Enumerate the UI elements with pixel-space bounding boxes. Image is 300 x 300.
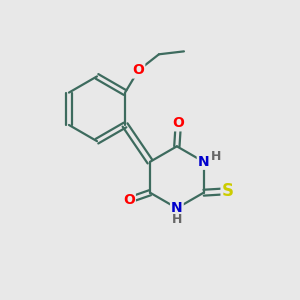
- Text: N: N: [171, 201, 183, 215]
- Text: H: H: [172, 213, 182, 226]
- Text: H: H: [211, 150, 221, 163]
- Text: N: N: [198, 155, 209, 169]
- Text: O: O: [123, 193, 135, 207]
- Text: O: O: [172, 116, 184, 130]
- Text: S: S: [222, 182, 234, 200]
- Text: O: O: [132, 64, 144, 77]
